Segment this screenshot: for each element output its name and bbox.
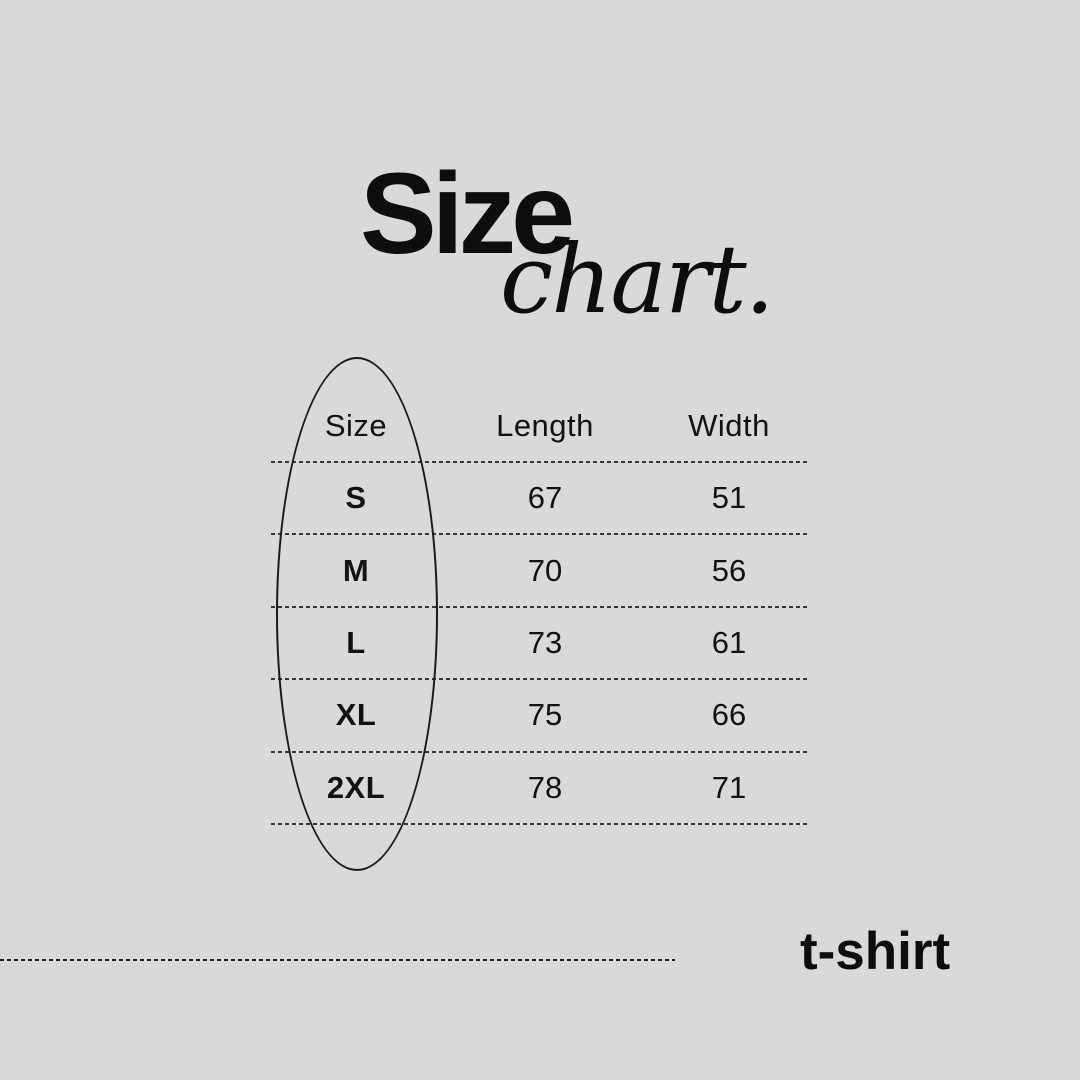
row-divider (271, 822, 809, 825)
column-header-length: Length (496, 407, 594, 443)
row-divider (271, 533, 809, 536)
width-cell: 56 (711, 552, 747, 588)
length-cell: 78 (527, 769, 563, 805)
length-cell: 70 (527, 552, 563, 588)
row-divider (271, 678, 809, 681)
row-divider (271, 605, 809, 608)
size-column-highlight-ellipse (276, 357, 438, 871)
product-label: t-shirt (800, 922, 951, 981)
length-cell: 75 (527, 697, 563, 733)
length-cell: 73 (527, 624, 563, 660)
column-header-width: Width (688, 407, 770, 443)
width-cell: 61 (711, 624, 747, 660)
row-divider (271, 461, 809, 463)
length-cell: 67 (527, 480, 563, 516)
row-divider (271, 750, 809, 753)
width-cell: 51 (711, 480, 747, 516)
width-cell: 66 (711, 697, 747, 733)
footer-dashed-rule (0, 959, 675, 961)
page-title: Size (360, 150, 575, 278)
page-title-script: chart. (500, 225, 775, 335)
width-cell: 71 (711, 769, 747, 805)
